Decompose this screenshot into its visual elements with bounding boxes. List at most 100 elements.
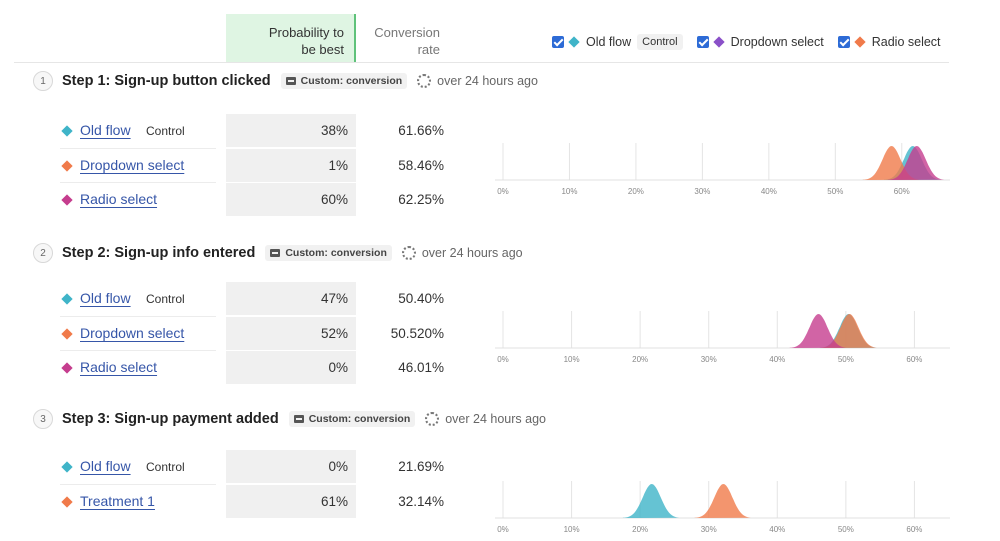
axis-tick-label: 20% [632, 355, 648, 364]
control-badge: Control [637, 34, 682, 50]
axis-tick-label: 0% [497, 525, 509, 534]
diamond-icon [61, 160, 72, 171]
last-updated-text: over 24 hours ago [422, 246, 523, 260]
distribution-curve [623, 484, 681, 518]
axis-tick-label: 30% [701, 355, 717, 364]
probability-cell: 0% [226, 450, 356, 483]
variant-link-dropdown-select[interactable]: Dropdown select [80, 157, 184, 173]
step-number: 3 [33, 409, 53, 429]
probability-cell: 38% [226, 114, 356, 147]
diamond-icon [61, 461, 72, 472]
axis-tick-label: 50% [827, 187, 843, 196]
axis-tick-label: 30% [694, 187, 710, 196]
prob-header-line2: be best [226, 41, 344, 58]
conversion-cell: 58.46% [366, 149, 444, 182]
metric-icon [294, 415, 304, 423]
variant-legend: Old flow Control Dropdown select Radio s… [552, 34, 955, 50]
variant-row: Old flow Control 47% 50.40% [60, 282, 450, 316]
axis-tick-label: 0% [497, 355, 509, 364]
diamond-icon [713, 36, 724, 47]
conversion-cell: 21.69% [366, 450, 444, 483]
diamond-icon [61, 125, 72, 136]
last-updated-text: over 24 hours ago [445, 412, 546, 426]
step-title: Step 3: Sign-up payment added [62, 411, 279, 427]
loading-spinner-icon [417, 74, 431, 88]
variant-link-radio-select[interactable]: Radio select [80, 359, 157, 375]
axis-tick-label: 10% [564, 355, 580, 364]
distribution-plot: 0% 10% 20% 30% 40% 50% 60% [495, 311, 950, 371]
variant-row: Radio select 60% 62.25% [60, 183, 450, 217]
control-label: Control [146, 124, 185, 138]
axis-tick-label: 40% [769, 525, 785, 534]
variant-row: Radio select 0% 46.01% [60, 351, 450, 385]
probability-cell: 0% [226, 351, 356, 384]
axis-tick-label: 30% [701, 525, 717, 534]
conv-header-line1: Conversion [356, 24, 440, 41]
axis-tick-label: 10% [561, 187, 577, 196]
conversion-cell: 50.40% [366, 282, 444, 315]
step-number: 1 [33, 71, 53, 91]
axis-tick-label: 50% [838, 525, 854, 534]
variant-link-old-flow[interactable]: Old flow [80, 290, 131, 306]
distribution-svg: 0% 10% 20% 30% 40% 50% 60% [495, 143, 950, 203]
loading-spinner-icon [402, 246, 416, 260]
prob-header-line1: Probability to [226, 24, 344, 41]
variant-row: Dropdown select 1% 58.46% [60, 149, 450, 183]
variant-link-radio-select[interactable]: Radio select [80, 191, 157, 207]
legend-item-dropdown-select[interactable]: Dropdown select [697, 35, 824, 49]
probability-cell: 61% [226, 485, 356, 518]
control-label: Control [146, 460, 185, 474]
variant-link-treatment-1[interactable]: Treatment 1 [80, 493, 155, 509]
distribution-plot: 0% 10% 20% 30% 40% 50% 60% [495, 143, 950, 203]
step-header: 3 Step 3: Sign-up payment added Custom: … [33, 409, 546, 429]
last-updated: over 24 hours ago [402, 246, 523, 260]
axis-tick-label: 50% [838, 355, 854, 364]
legend-label: Dropdown select [731, 35, 824, 49]
metric-tag: Custom: conversion [281, 73, 408, 89]
metric-tag: Custom: conversion [265, 245, 392, 261]
diamond-icon [854, 36, 865, 47]
axis-tick-label: 20% [632, 525, 648, 534]
distribution-svg: 0% 10% 20% 30% 40% 50% 60% [495, 481, 950, 541]
metric-tag-label: Custom: conversion [309, 413, 411, 425]
variant-row: Treatment 1 61% 32.14% [60, 485, 450, 519]
metric-tag-label: Custom: conversion [285, 247, 387, 259]
metric-tag: Custom: conversion [289, 411, 416, 427]
axis-tick-label: 0% [497, 187, 509, 196]
metric-icon [270, 249, 280, 257]
probability-cell: 52% [226, 317, 356, 350]
variant-link-old-flow[interactable]: Old flow [80, 458, 131, 474]
variant-link-dropdown-select[interactable]: Dropdown select [80, 325, 184, 341]
conversion-cell: 61.66% [366, 114, 444, 147]
axis-tick-label: 40% [769, 355, 785, 364]
diamond-icon [568, 36, 579, 47]
last-updated-text: over 24 hours ago [437, 74, 538, 88]
diamond-icon [61, 362, 72, 373]
axis-tick-label: 10% [564, 525, 580, 534]
checkbox-checked-icon[interactable] [838, 36, 850, 48]
probability-cell: 60% [226, 183, 356, 216]
conversion-cell: 62.25% [366, 183, 444, 216]
diamond-icon [61, 293, 72, 304]
legend-item-radio-select[interactable]: Radio select [838, 35, 941, 49]
distribution-plot: 0% 10% 20% 30% 40% 50% 60% [495, 481, 950, 541]
conversion-rate-header[interactable]: Conversion rate [356, 14, 440, 72]
step-header: 2 Step 2: Sign-up info entered Custom: c… [33, 243, 523, 263]
last-updated: over 24 hours ago [425, 412, 546, 426]
conversion-cell: 46.01% [366, 351, 444, 384]
checkbox-checked-icon[interactable] [552, 36, 564, 48]
variant-link-old-flow[interactable]: Old flow [80, 122, 131, 138]
metric-tag-label: Custom: conversion [301, 75, 403, 87]
distribution-svg: 0% 10% 20% 30% 40% 50% 60% [495, 311, 950, 371]
step-number: 2 [33, 243, 53, 263]
conversion-cell: 32.14% [366, 485, 444, 518]
diamond-icon [61, 328, 72, 339]
legend-item-old-flow[interactable]: Old flow Control [552, 34, 683, 50]
last-updated: over 24 hours ago [417, 74, 538, 88]
loading-spinner-icon [425, 412, 439, 426]
axis-tick-label: 60% [906, 355, 922, 364]
probability-to-be-best-header[interactable]: Probability to be best [226, 14, 356, 62]
step-header: 1 Step 1: Sign-up button clicked Custom:… [33, 71, 538, 91]
checkbox-checked-icon[interactable] [697, 36, 709, 48]
conversion-cell: 50.520% [366, 317, 444, 350]
